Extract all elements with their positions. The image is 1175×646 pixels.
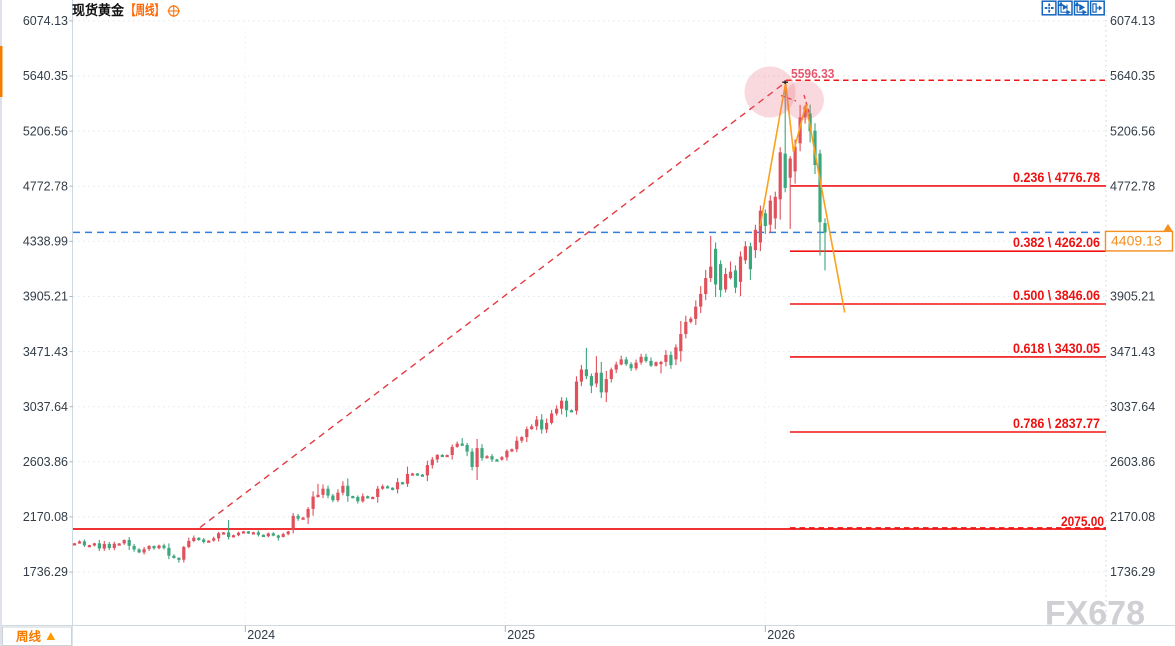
svg-text:3037.64: 3037.64 [1110, 400, 1155, 414]
svg-text:3471.43: 3471.43 [1110, 345, 1155, 359]
svg-text:2026: 2026 [767, 628, 795, 642]
svg-text:6074.13: 6074.13 [23, 14, 68, 28]
svg-text:2170.08: 2170.08 [1110, 510, 1155, 524]
svg-text:2024: 2024 [247, 628, 275, 642]
svg-text:0.236 \ 4776.78: 0.236 \ 4776.78 [1013, 170, 1100, 185]
svg-text:5206.56: 5206.56 [1110, 124, 1155, 138]
svg-text:0.786 \ 2837.77: 0.786 \ 2837.77 [1013, 416, 1100, 431]
svg-text:1736.29: 1736.29 [1110, 565, 1155, 579]
svg-text:6074.13: 6074.13 [1110, 14, 1155, 28]
svg-text:5206.56: 5206.56 [23, 124, 68, 138]
svg-text:现货黄金: 现货黄金 [72, 2, 124, 18]
svg-text:3905.21: 3905.21 [1110, 290, 1155, 304]
svg-text:2603.86: 2603.86 [23, 455, 68, 469]
svg-text:2170.08: 2170.08 [23, 510, 68, 524]
svg-text:5596.33: 5596.33 [791, 67, 835, 81]
svg-text:2025: 2025 [507, 628, 535, 642]
svg-text:3037.64: 3037.64 [23, 400, 68, 414]
svg-text:1736.29: 1736.29 [23, 565, 68, 579]
svg-text:周线: 周线 [16, 629, 41, 644]
svg-text:【周线】: 【周线】 [126, 2, 164, 18]
svg-text:0.382 \ 4262.06: 0.382 \ 4262.06 [1013, 235, 1100, 250]
svg-text:4772.78: 4772.78 [1110, 179, 1155, 193]
svg-text:5640.35: 5640.35 [1110, 69, 1155, 83]
svg-text:3905.21: 3905.21 [23, 290, 68, 304]
svg-text:2603.86: 2603.86 [1110, 455, 1155, 469]
svg-text:0.500 \ 3846.06: 0.500 \ 3846.06 [1013, 288, 1100, 303]
svg-text:4772.78: 4772.78 [23, 179, 68, 193]
svg-text:4338.99: 4338.99 [23, 235, 68, 249]
svg-text:FX678: FX678 [1045, 595, 1145, 633]
svg-text:3471.43: 3471.43 [23, 345, 68, 359]
svg-text:4409.13: 4409.13 [1111, 233, 1162, 249]
svg-text:5640.35: 5640.35 [23, 69, 68, 83]
svg-text:2075.00: 2075.00 [1061, 514, 1104, 529]
svg-text:0.618 \ 3430.05: 0.618 \ 3430.05 [1013, 341, 1100, 356]
